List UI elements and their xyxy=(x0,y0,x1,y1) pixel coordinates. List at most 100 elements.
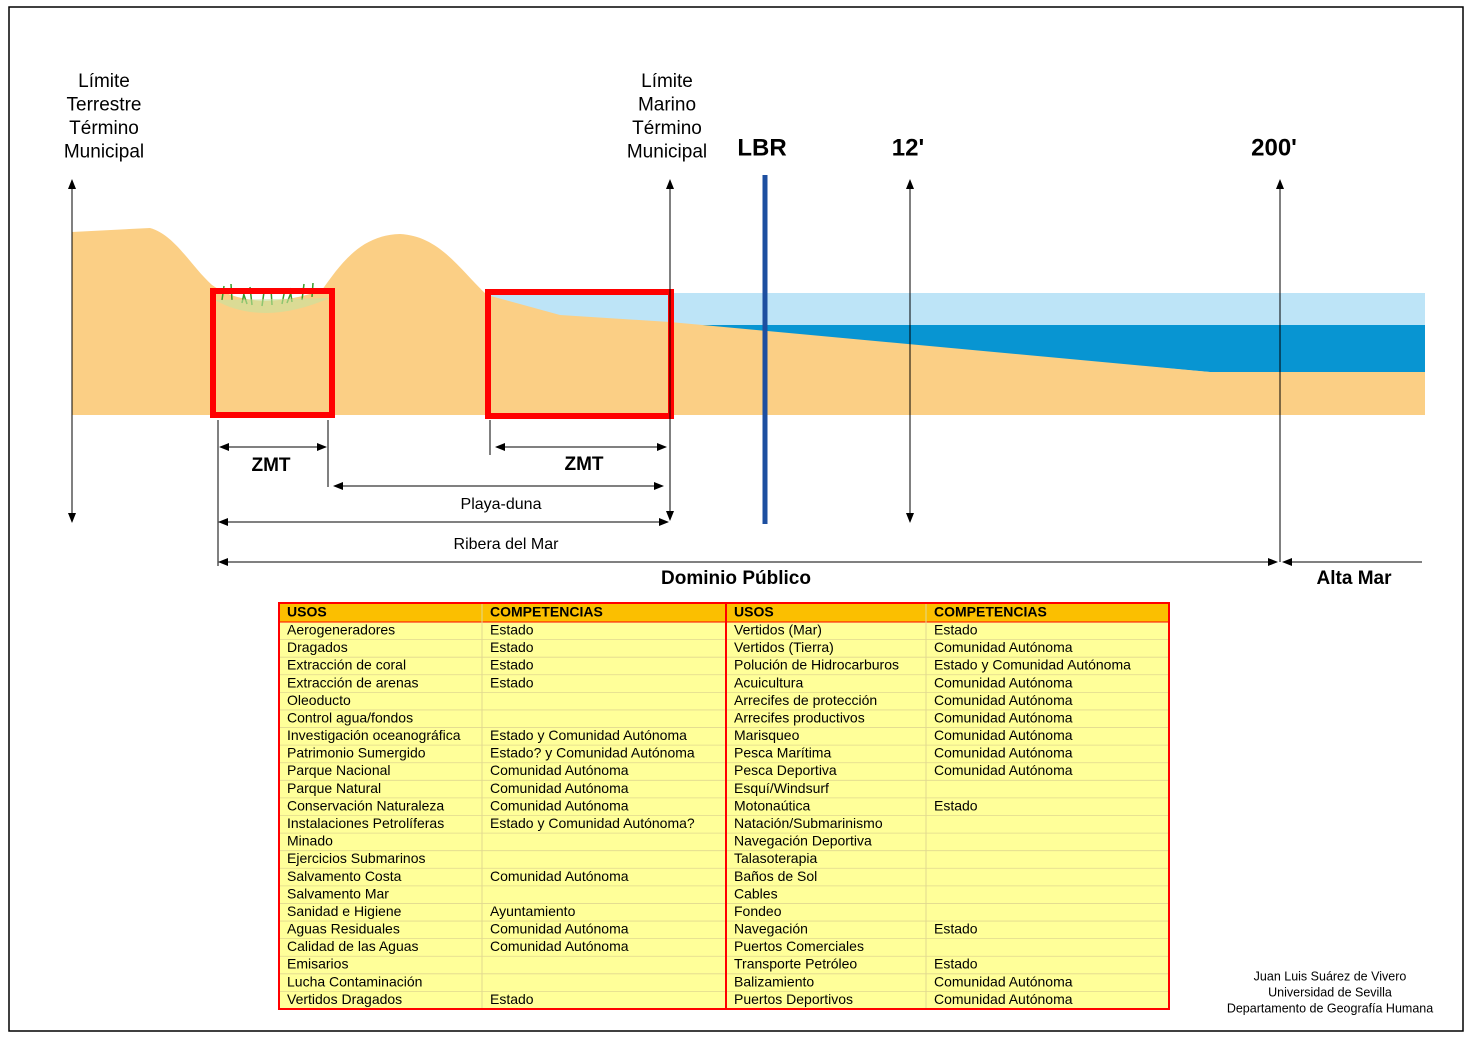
markers xyxy=(68,179,1422,566)
table-cell: Comunidad Autónoma xyxy=(934,762,1073,778)
table-cell: Puertos Comerciales xyxy=(734,938,864,954)
limit-label: Marino xyxy=(638,95,696,116)
table-cell: Estado xyxy=(490,674,534,690)
credit: Juan Luis Suárez de Vivero xyxy=(1254,969,1407,983)
table-cell: Vertidos (Tierra) xyxy=(734,639,834,655)
table-cell: Estado y Comunidad Autónoma xyxy=(934,657,1131,673)
table-cell: Cables xyxy=(734,885,778,901)
table-header: COMPETENCIAS xyxy=(934,604,1047,620)
table-cell: Puertos Deportivos xyxy=(734,991,853,1007)
table-cell: Comunidad Autónoma xyxy=(934,692,1073,708)
frame xyxy=(8,6,1464,1032)
limit-label: Término xyxy=(632,118,702,139)
table-header: USOS xyxy=(287,604,327,620)
limit-label: Municipal xyxy=(64,142,144,163)
zone-label: Playa-duna xyxy=(461,496,542,513)
table-cell: Comunidad Autónoma xyxy=(490,938,629,954)
table-cell: Marisqueo xyxy=(734,727,800,743)
zone-label: ZMT xyxy=(564,454,603,475)
table-cell: Estado xyxy=(934,621,978,637)
table-cell: Salvamento Mar xyxy=(287,885,389,901)
label-12: 12' xyxy=(892,134,924,161)
limit-label: Límite xyxy=(78,71,130,92)
table-header: USOS xyxy=(734,604,774,620)
limit-label: Terrestre xyxy=(67,95,142,116)
table-cell: Aguas Residuales xyxy=(287,921,400,937)
credit: Universidad de Sevilla xyxy=(1268,985,1392,999)
table-cell: Estado xyxy=(490,991,534,1007)
table-cell: Navegación xyxy=(734,921,808,937)
limit-label: Municipal xyxy=(627,142,707,163)
table: USOS COMPETENCIAS USOS COMPETENCIAS Aerogene… xyxy=(278,602,1170,1010)
table-cell: Comunidad Autónoma xyxy=(490,921,629,937)
table-cell: Estado xyxy=(934,956,978,972)
table-cell: Sanidad e Higiene xyxy=(287,903,402,919)
table-cell: Comunidad Autónoma xyxy=(934,674,1073,690)
table-cell: Esquí/Windsurf xyxy=(734,780,829,796)
land xyxy=(72,228,1425,415)
table-cell: Estado xyxy=(490,621,534,637)
label-200: 200' xyxy=(1251,134,1297,161)
table-cell: Parque Natural xyxy=(287,780,381,796)
table-cell: Patrimonio Sumergido xyxy=(287,745,426,761)
table-cell: Estado? y Comunidad Autónoma xyxy=(490,745,695,761)
zone-label: Dominio Público xyxy=(661,568,811,589)
table-cell: Acuicultura xyxy=(734,674,803,690)
table-cell: Instalaciones Petrolíferas xyxy=(287,815,444,831)
table-border xyxy=(278,602,1170,1010)
table-cell: Aerogeneradores xyxy=(287,621,395,637)
vegetation-patch xyxy=(215,298,330,313)
table-cell: Estado xyxy=(490,657,534,673)
table-cell: Comunidad Autónoma xyxy=(490,797,629,813)
table-cell: Estado xyxy=(934,921,978,937)
limit-label: Límite xyxy=(641,71,693,92)
table-cell: Navegación Deportiva xyxy=(734,833,872,849)
table-cell: Comunidad Autónoma xyxy=(934,639,1073,655)
table-cell: Estado xyxy=(490,639,534,655)
table-cell: Salvamento Costa xyxy=(287,868,402,884)
table-cell: Fondeo xyxy=(734,903,782,919)
label-lbr: LBR xyxy=(737,134,786,161)
table-cell: Minado xyxy=(287,833,333,849)
zone-label: Alta Mar xyxy=(1317,568,1393,589)
table-cell: Ejercicios Submarinos xyxy=(287,850,426,866)
table-cell: Comunidad Autónoma xyxy=(934,709,1073,725)
zone-label: Ribera del Mar xyxy=(454,536,560,553)
table-cell: Investigación oceanográfica xyxy=(287,727,461,743)
table-header: COMPETENCIAS xyxy=(490,604,603,620)
deep-sea xyxy=(670,325,1425,372)
table-cell: Transporte Petróleo xyxy=(734,956,857,972)
table-cell: Conservación Naturaleza xyxy=(287,797,444,813)
table-cell: Estado y Comunidad Autónoma xyxy=(490,727,687,743)
table-cell: Extracción de arenas xyxy=(287,674,419,690)
table-cell: Emisarios xyxy=(287,956,348,972)
zone-label: ZMT xyxy=(251,455,290,476)
table-cell: Balizamiento xyxy=(734,973,814,989)
table-cell: Dragados xyxy=(287,639,348,655)
table-cell: Control agua/fondos xyxy=(287,709,413,725)
limit-label: Término xyxy=(69,118,139,139)
zmt-box xyxy=(210,288,335,418)
table-cell: Comunidad Autónoma xyxy=(490,780,629,796)
table-cell: Arrecifes productivos xyxy=(734,709,865,725)
table-cell: Calidad de las Aguas xyxy=(287,938,419,954)
table-cell: Estado y Comunidad Autónoma? xyxy=(490,815,695,831)
table-cell: Comunidad Autónoma xyxy=(490,868,629,884)
table-cell: Comunidad Autónoma xyxy=(934,973,1073,989)
table-cell: Ayuntamiento xyxy=(490,903,576,919)
table-cell: Comunidad Autónoma xyxy=(934,727,1073,743)
table-cell: Comunidad Autónoma xyxy=(934,745,1073,761)
table-cell: Vertidos (Mar) xyxy=(734,621,822,637)
table-cell: Pesca Deportiva xyxy=(734,762,837,778)
table-cell: Polución de Hidrocarburos xyxy=(734,657,899,673)
table-cell: Arrecifes de protección xyxy=(734,692,877,708)
table-cell: Estado xyxy=(934,797,978,813)
table-cell: Comunidad Autónoma xyxy=(490,762,629,778)
table-cell: Comunidad Autónoma xyxy=(934,991,1073,1007)
table-cell: Baños de Sol xyxy=(734,868,817,884)
table-cell: Extracción de coral xyxy=(287,657,406,673)
table-cell: Oleoducto xyxy=(287,692,351,708)
credit: Departamento de Geografía Humana xyxy=(1227,1001,1433,1015)
table-cell: Lucha Contaminación xyxy=(287,973,422,989)
